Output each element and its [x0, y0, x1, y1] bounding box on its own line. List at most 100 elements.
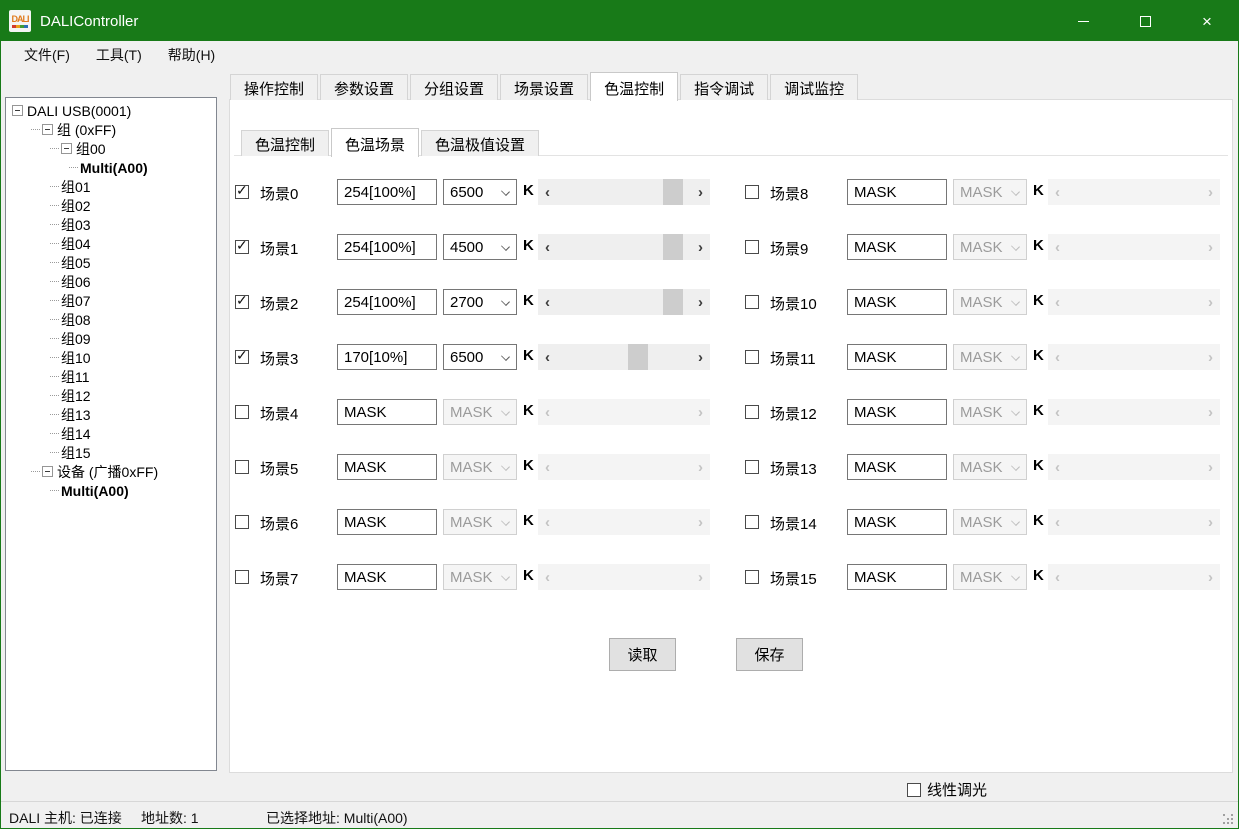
scroll-right-arrow-icon[interactable]: › [1208, 183, 1213, 201]
scroll-left-arrow-icon[interactable]: ‹ [1055, 238, 1060, 256]
scene-temp-scrollbar[interactable]: ‹ › [1048, 234, 1220, 260]
minimize-button[interactable] [1052, 1, 1114, 41]
main-tab-5[interactable]: 指令调试 [680, 74, 769, 100]
scene-level-input[interactable] [337, 234, 437, 260]
scroll-left-arrow-icon[interactable]: ‹ [545, 513, 550, 531]
scroll-left-arrow-icon[interactable]: ‹ [1055, 348, 1060, 366]
scene-temp-dropdown[interactable]: MASK [443, 509, 517, 535]
collapse-expander-icon[interactable] [61, 143, 72, 154]
scroll-right-arrow-icon[interactable]: › [1208, 568, 1213, 586]
scene-checkbox[interactable]: ✓ [745, 350, 759, 364]
read-button[interactable]: 读取 [609, 638, 676, 671]
scene-level-input[interactable] [847, 454, 947, 480]
sub-tab-1[interactable]: 色温场景 [331, 128, 420, 157]
tree-item[interactable]: 组00 [6, 139, 216, 158]
scene-checkbox[interactable]: ✓ [745, 515, 759, 529]
scene-temp-scrollbar[interactable]: ‹ › [1048, 509, 1220, 535]
scroll-left-arrow-icon[interactable]: ‹ [545, 293, 550, 311]
scene-level-input[interactable] [847, 234, 947, 260]
tree-item[interactable]: 组02 [6, 196, 216, 215]
scene-temp-dropdown[interactable]: 6500 [443, 344, 517, 370]
scroll-right-arrow-icon[interactable]: › [698, 238, 703, 256]
tree-item[interactable]: Multi(A00) [6, 158, 216, 177]
save-button[interactable]: 保存 [736, 638, 803, 671]
scroll-right-arrow-icon[interactable]: › [1208, 348, 1213, 366]
collapse-expander-icon[interactable] [42, 124, 53, 135]
scroll-left-arrow-icon[interactable]: ‹ [1055, 293, 1060, 311]
tree-item[interactable]: 组01 [6, 177, 216, 196]
linear-dimming-checkbox[interactable]: ✓ [907, 782, 921, 797]
scrollbar-thumb[interactable] [663, 234, 683, 260]
scene-temp-dropdown[interactable]: 6500 [443, 179, 517, 205]
scene-temp-scrollbar[interactable]: ‹ › [538, 509, 710, 535]
scroll-right-arrow-icon[interactable]: › [698, 293, 703, 311]
scene-temp-scrollbar[interactable]: ‹ › [538, 179, 710, 205]
scene-temp-dropdown[interactable]: MASK [953, 179, 1027, 205]
scene-temp-dropdown[interactable]: MASK [953, 399, 1027, 425]
scroll-right-arrow-icon[interactable]: › [1208, 238, 1213, 256]
main-tab-2[interactable]: 分组设置 [410, 74, 499, 100]
scene-temp-scrollbar[interactable]: ‹ › [1048, 344, 1220, 370]
scene-level-input[interactable] [337, 509, 437, 535]
tree-item[interactable]: DALI USB(0001) [6, 101, 216, 120]
tree-item[interactable]: 组08 [6, 310, 216, 329]
scene-temp-dropdown[interactable]: MASK [443, 564, 517, 590]
tree-item[interactable]: 组11 [6, 367, 216, 386]
menu-item-tools[interactable]: 工具(T) [95, 47, 142, 63]
scene-temp-scrollbar[interactable]: ‹ › [1048, 399, 1220, 425]
scroll-right-arrow-icon[interactable]: › [1208, 293, 1213, 311]
menu-item-file[interactable]: 文件(F) [24, 47, 70, 63]
tree-item[interactable]: Multi(A00) [6, 481, 216, 500]
tree-item[interactable]: 组04 [6, 234, 216, 253]
scene-checkbox[interactable]: ✓ [235, 237, 249, 254]
scroll-left-arrow-icon[interactable]: ‹ [545, 403, 550, 421]
scene-temp-dropdown[interactable]: 4500 [443, 234, 517, 260]
scene-checkbox[interactable]: ✓ [235, 292, 249, 309]
linear-dimming-option[interactable]: ✓ 线性调光 [907, 779, 987, 800]
scroll-left-arrow-icon[interactable]: ‹ [1055, 458, 1060, 476]
scroll-left-arrow-icon[interactable]: ‹ [545, 183, 550, 201]
collapse-expander-icon[interactable] [42, 466, 53, 477]
scene-temp-dropdown[interactable]: MASK [953, 564, 1027, 590]
scene-level-input[interactable] [337, 179, 437, 205]
scene-temp-dropdown[interactable]: MASK [443, 399, 517, 425]
scrollbar-thumb[interactable] [663, 289, 683, 315]
scene-checkbox[interactable]: ✓ [235, 570, 249, 584]
tree-item[interactable]: 设备 (广播0xFF) [6, 462, 216, 481]
scene-temp-scrollbar[interactable]: ‹ › [1048, 564, 1220, 590]
scene-temp-scrollbar[interactable]: ‹ › [538, 564, 710, 590]
scene-checkbox[interactable]: ✓ [235, 405, 249, 419]
scene-level-input[interactable] [847, 564, 947, 590]
scene-level-input[interactable] [337, 399, 437, 425]
tree-item[interactable]: 组15 [6, 443, 216, 462]
menu-item-help[interactable]: 帮助(H) [167, 47, 216, 63]
tree-item[interactable]: 组07 [6, 291, 216, 310]
scene-temp-scrollbar[interactable]: ‹ › [1048, 454, 1220, 480]
scene-checkbox[interactable]: ✓ [745, 185, 759, 199]
scroll-left-arrow-icon[interactable]: ‹ [1055, 403, 1060, 421]
tree-item[interactable]: 组03 [6, 215, 216, 234]
scene-checkbox[interactable]: ✓ [235, 460, 249, 474]
sub-tab-0[interactable]: 色温控制 [241, 130, 330, 156]
scroll-left-arrow-icon[interactable]: ‹ [545, 458, 550, 476]
scroll-left-arrow-icon[interactable]: ‹ [1055, 568, 1060, 586]
scene-level-input[interactable] [337, 289, 437, 315]
scene-level-input[interactable] [847, 289, 947, 315]
scroll-right-arrow-icon[interactable]: › [1208, 403, 1213, 421]
main-tab-0[interactable]: 操作控制 [230, 74, 319, 100]
tree-item[interactable]: 组06 [6, 272, 216, 291]
tree-item[interactable]: 组10 [6, 348, 216, 367]
main-tab-6[interactable]: 调试监控 [770, 74, 859, 100]
scroll-right-arrow-icon[interactable]: › [1208, 458, 1213, 476]
tree-item[interactable]: 组14 [6, 424, 216, 443]
scene-checkbox[interactable]: ✓ [235, 347, 249, 364]
tree-item[interactable]: 组09 [6, 329, 216, 348]
sub-tab-2[interactable]: 色温极值设置 [421, 130, 540, 156]
scene-checkbox[interactable]: ✓ [745, 405, 759, 419]
scroll-left-arrow-icon[interactable]: ‹ [1055, 183, 1060, 201]
scene-checkbox[interactable]: ✓ [235, 515, 249, 529]
scene-temp-scrollbar[interactable]: ‹ › [538, 399, 710, 425]
scroll-right-arrow-icon[interactable]: › [698, 348, 703, 366]
scene-temp-dropdown[interactable]: MASK [953, 289, 1027, 315]
scroll-right-arrow-icon[interactable]: › [698, 458, 703, 476]
